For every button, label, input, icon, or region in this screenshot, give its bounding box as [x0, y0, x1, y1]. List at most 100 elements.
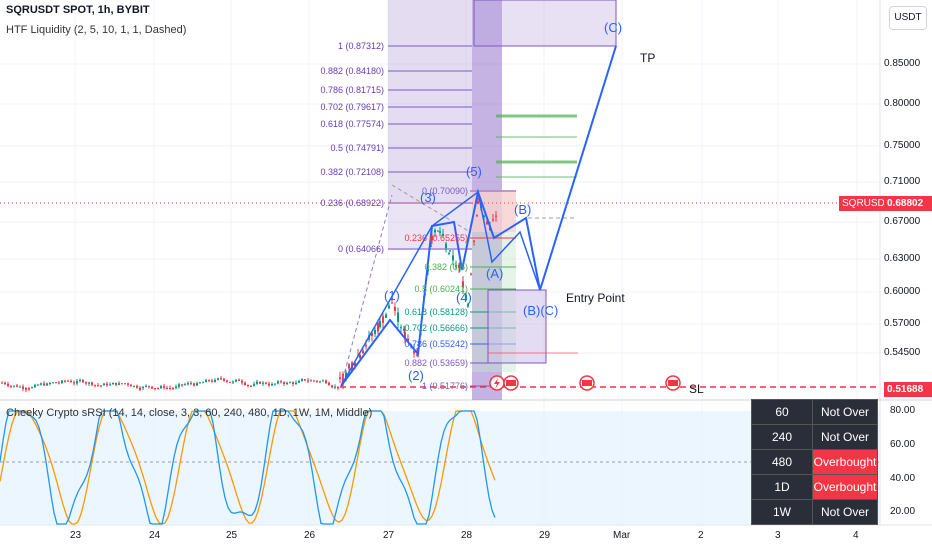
candle-body: [495, 215, 497, 217]
lightning-icon-glyph: [494, 378, 500, 389]
candle-body: [178, 384, 180, 387]
candle-body: [157, 388, 159, 390]
date-tick: 28: [461, 530, 473, 541]
us-flag-glyph: [582, 380, 592, 386]
candle-body: [238, 379, 240, 381]
elliott-wave-path: [340, 45, 617, 387]
candle-body: [262, 382, 264, 384]
candle-body: [328, 382, 330, 386]
candle-body: [319, 381, 321, 383]
rsi-k-line: [0, 410, 496, 525]
fib-retrace-label: 0.5 (0.60241): [414, 284, 468, 294]
candle-body: [211, 380, 213, 382]
wave-label-4: (4): [456, 290, 472, 305]
state-cell: Not Over: [812, 424, 878, 450]
candle-body: [430, 245, 432, 247]
candle-body: [40, 383, 42, 385]
price-tick: 0.85000: [884, 58, 921, 69]
timeframe-cell: 1W: [751, 499, 813, 525]
candle-body: [184, 384, 186, 386]
indicator-htf-liquidity[interactable]: HTF Liquidity (2, 5, 10, 1, 1, Dashed): [6, 24, 187, 36]
candle-body: [160, 386, 162, 389]
elliott-wave-alt-path: [340, 190, 541, 387]
candle-body: [103, 383, 105, 386]
fib-retrace-label: 0.702 (0.56666): [404, 323, 468, 333]
currency-button[interactable]: USDT: [889, 6, 927, 30]
event-icons[interactable]: [489, 375, 681, 391]
candle-body: [397, 312, 399, 322]
candle-body: [85, 382, 87, 384]
candle-body: [70, 380, 72, 383]
candle-body: [94, 384, 96, 386]
date-tick: 27: [383, 530, 395, 541]
price-tick: 0.67000: [884, 216, 921, 227]
candle-body: [124, 383, 126, 385]
candle-body: [148, 385, 150, 387]
candle-body: [325, 380, 327, 383]
candle-body: [473, 240, 475, 242]
wave-labels: (1) (2) (3) (4) (5) (A) (B) (B)(C) (C): [384, 20, 622, 383]
indicator-srsi[interactable]: Cheeky Crypto sRSI (14, 14, close, 3, 3,…: [6, 407, 373, 419]
fib-left-labels: 1 (0.87312) 0.882 (0.84180) 0.786 (0.81715…: [320, 41, 384, 254]
fib-retrace-label: 0.882 (0.53659): [404, 358, 468, 368]
candle-body: [196, 383, 198, 386]
status-row: 1W Not Over: [751, 499, 878, 525]
candle-body: [374, 329, 376, 335]
candle-body: [79, 379, 81, 382]
candle-body: [334, 386, 336, 388]
candle-body: [97, 385, 99, 387]
candle-body: [193, 383, 195, 386]
tp-label: TP: [640, 51, 655, 65]
price-tick: 0.57000: [884, 318, 921, 329]
candle-body: [199, 382, 201, 384]
candle-body: [274, 383, 276, 385]
entry-box: [487, 289, 547, 364]
price-tick: 0.80000: [884, 98, 921, 109]
candle-body: [16, 385, 18, 387]
candle-body: [492, 219, 494, 221]
annotations: TP Entry Point SL: [566, 51, 704, 396]
candle-body: [476, 215, 478, 217]
candle-body: [37, 384, 39, 386]
candle-body: [286, 382, 288, 384]
date-tick: 3: [775, 530, 781, 541]
candle-body: [34, 384, 36, 388]
rsi-tick: 60.00: [890, 439, 916, 450]
date-tick: 29: [539, 530, 551, 541]
candle-body: [217, 378, 219, 380]
rsi-tick: 80.00: [890, 405, 916, 416]
status-row: 1D Overbought: [751, 474, 878, 500]
candle-body: [431, 235, 433, 241]
symbol-price-tag: SQRUSDT: [839, 196, 891, 211]
candle-body: [313, 380, 315, 382]
candle-body: [377, 322, 379, 332]
candle-body: [458, 264, 460, 268]
candle-body: [459, 266, 461, 268]
candle-body: [55, 382, 57, 384]
candle-body: [118, 383, 120, 385]
fib-retrace-label: 0 (0.70090): [422, 186, 468, 196]
rsi-tick: 40.00: [890, 473, 916, 484]
fib-retrace-label: 0.382 (0.6): [424, 262, 468, 272]
price-tick: 0.71000: [884, 176, 921, 187]
stop-price-tag: 0.51688: [884, 382, 932, 397]
date-tick: 23: [70, 530, 82, 541]
candle-body: [359, 354, 361, 359]
chart-title[interactable]: SQRUSDT SPOT, 1h, BYBIT: [6, 4, 150, 16]
candle-body: [244, 382, 246, 385]
candle-body: [121, 383, 123, 385]
candle-body: [265, 382, 267, 384]
status-row: 480 Overbought: [751, 449, 878, 475]
candle-body: [385, 314, 387, 318]
candle-body: [112, 382, 114, 385]
fib-left-label: 0.618 (0.77574): [320, 119, 384, 129]
candle-body: [371, 332, 373, 337]
fib-left-label: 0.382 (0.72108): [320, 167, 384, 177]
state-cell: Not Over: [812, 499, 878, 525]
candle-body: [462, 281, 464, 288]
candle-body: [49, 383, 51, 385]
sl-label: SL: [689, 382, 704, 396]
candle-body: [403, 328, 405, 331]
wave-label-1: (1): [384, 288, 400, 303]
